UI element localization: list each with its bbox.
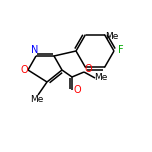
Text: O: O <box>20 65 28 75</box>
Text: O: O <box>84 64 92 74</box>
Text: F: F <box>118 45 124 55</box>
Text: N: N <box>31 45 39 55</box>
Text: Me: Me <box>105 32 118 41</box>
Text: Me: Me <box>30 95 44 105</box>
Text: O: O <box>73 85 81 95</box>
Text: Me: Me <box>94 74 108 83</box>
